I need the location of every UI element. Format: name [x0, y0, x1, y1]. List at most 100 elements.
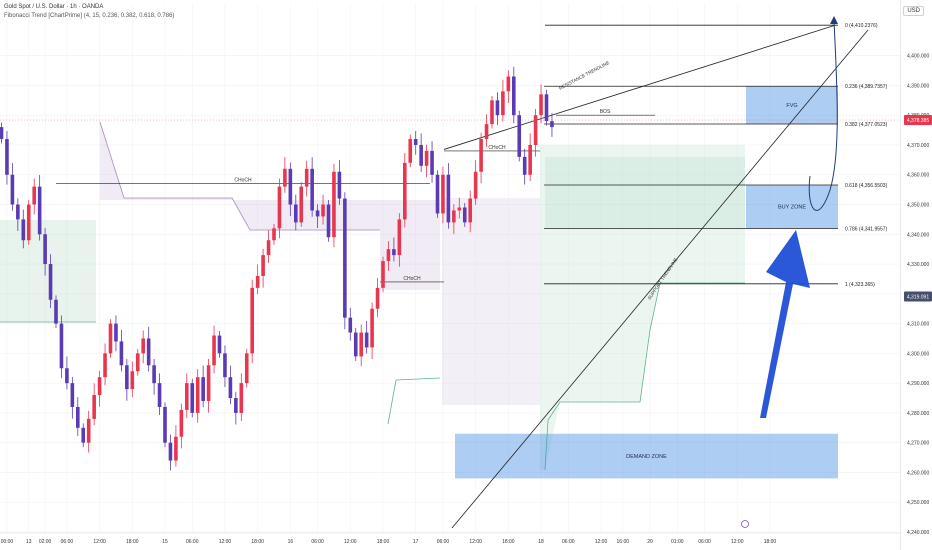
- candle-body: [288, 168, 293, 205]
- fib-level-label: 1 (4,323.365): [845, 282, 875, 288]
- candle-body: [179, 409, 184, 437]
- candle-body: [413, 139, 418, 145]
- candle-body: [5, 139, 9, 175]
- candle-body: [152, 365, 156, 384]
- zone-label: BUY ZONE: [778, 205, 806, 211]
- time-axis-tick: 20: [647, 539, 653, 545]
- candle-body: [114, 323, 118, 342]
- candle-body: [37, 186, 42, 235]
- candle-body: [201, 377, 205, 402]
- price-axis-tick: 4,340.000: [907, 232, 929, 238]
- structure-label: CHoCH: [403, 276, 421, 282]
- currency-unit-badge[interactable]: USD: [903, 6, 924, 16]
- price-axis-tick: 4,330.000: [907, 262, 929, 268]
- zone-label: FVG: [786, 103, 797, 109]
- time-axis-tick: 18:00: [502, 539, 515, 545]
- candle-body: [441, 174, 445, 214]
- time-axis-tick: 18:00: [377, 539, 390, 545]
- candle-body: [135, 353, 140, 372]
- candle-body: [310, 168, 314, 211]
- candle-body: [141, 338, 145, 354]
- candle-body: [457, 207, 462, 211]
- time-axis-tick: 16: [288, 539, 294, 545]
- candle-body: [375, 287, 380, 309]
- price-axis-tick: 4,290.000: [907, 381, 929, 387]
- buy-zone-extension: [545, 156, 745, 229]
- candle-body: [70, 383, 75, 407]
- price-axis-tick: 4,300.000: [907, 351, 929, 357]
- fib-level-label: 0.236 (4,389.7357): [845, 84, 888, 90]
- candle-body: [130, 371, 135, 390]
- candle-body: [452, 210, 456, 223]
- fib-level-label: 0 (4,410.2376): [845, 23, 878, 29]
- candle-body: [108, 323, 113, 354]
- candle-body: [544, 94, 549, 122]
- time-axis-tick: 12:00: [731, 539, 744, 545]
- candle-body: [517, 115, 522, 157]
- event-marker-icon: [741, 520, 749, 528]
- candle-body: [239, 383, 244, 413]
- candle-body: [0, 127, 4, 140]
- trend-line-bull-2: [544, 282, 745, 471]
- secondary-price-label: 4,319.091: [907, 295, 929, 301]
- projection-arrowhead: [830, 16, 838, 24]
- time-axis-tick: 12:00: [93, 539, 106, 545]
- trend-line-bull-3: [387, 377, 441, 425]
- candle-body: [473, 171, 478, 199]
- candle-body: [370, 308, 374, 348]
- candle-body: [501, 91, 505, 116]
- candle-body: [419, 144, 423, 166]
- fib-level-label: 0.382 (4,377.0523): [845, 122, 888, 128]
- time-axis-tick: 12:00: [595, 539, 608, 545]
- structure-label: CHoCH: [488, 145, 506, 151]
- projection-curve: [808, 19, 838, 211]
- candle-body: [146, 338, 151, 366]
- candle-body: [168, 442, 173, 461]
- zone-label: DEMAND ZONE: [626, 454, 667, 460]
- candle-body: [533, 115, 538, 145]
- price-axis-tick: 4,310.000: [907, 322, 929, 328]
- candle-body: [255, 275, 260, 288]
- candle-body: [430, 150, 434, 175]
- price-axis-tick: 4,360.000: [907, 173, 929, 179]
- bullish-arrow: [760, 230, 810, 418]
- time-axis-tick: 18: [538, 539, 544, 545]
- candle-body: [119, 341, 124, 366]
- candle-body: [392, 249, 396, 256]
- trend-band-bear-2: [442, 198, 540, 405]
- time-axis-tick: 12:00: [469, 539, 482, 545]
- price-axis-tick: 4,270.000: [907, 441, 929, 447]
- price-axis-tick: 4,370.000: [907, 143, 929, 149]
- candle-body: [266, 240, 271, 256]
- candle-body: [321, 204, 325, 217]
- candle-body: [397, 219, 402, 256]
- resistance-trendline: [443, 24, 836, 150]
- candle-body: [528, 144, 532, 175]
- indicator-legend[interactable]: Fibonacci Trend [ChartPrime] (4, 15, 0.2…: [4, 13, 175, 19]
- candle-body: [277, 186, 282, 229]
- support-trendline: [451, 29, 869, 529]
- candle-body: [381, 261, 385, 288]
- candle-body: [261, 255, 265, 276]
- candle-body: [506, 76, 511, 92]
- secondary-price-badge: [904, 291, 932, 302]
- candle-body: [206, 365, 211, 402]
- candle-body: [174, 436, 178, 461]
- time-axis-tick: 06:00: [61, 539, 74, 545]
- time-axis-tick: 18:00: [126, 539, 139, 545]
- time-axis-tick: 18:00: [764, 539, 777, 545]
- candle-body: [244, 353, 249, 384]
- current-price-label: 4,378.385: [907, 118, 929, 124]
- candle-body: [48, 264, 53, 300]
- candle-body: [81, 427, 86, 443]
- candle-body: [59, 323, 64, 369]
- time-axis-tick: 06:00: [562, 539, 575, 545]
- candle-body: [190, 383, 195, 413]
- price-axis-tick: 4,400.000: [907, 54, 929, 60]
- time-axis-tick: 06:00: [311, 539, 324, 545]
- symbol-title[interactable]: Gold Spot / U.S. Dollar · 1h · OANDA: [4, 4, 104, 10]
- price-axis-tick: 4,390.000: [907, 83, 929, 89]
- price-axis-tick: 4,350.000: [907, 203, 929, 209]
- time-axis-tick: 18:00: [251, 539, 264, 545]
